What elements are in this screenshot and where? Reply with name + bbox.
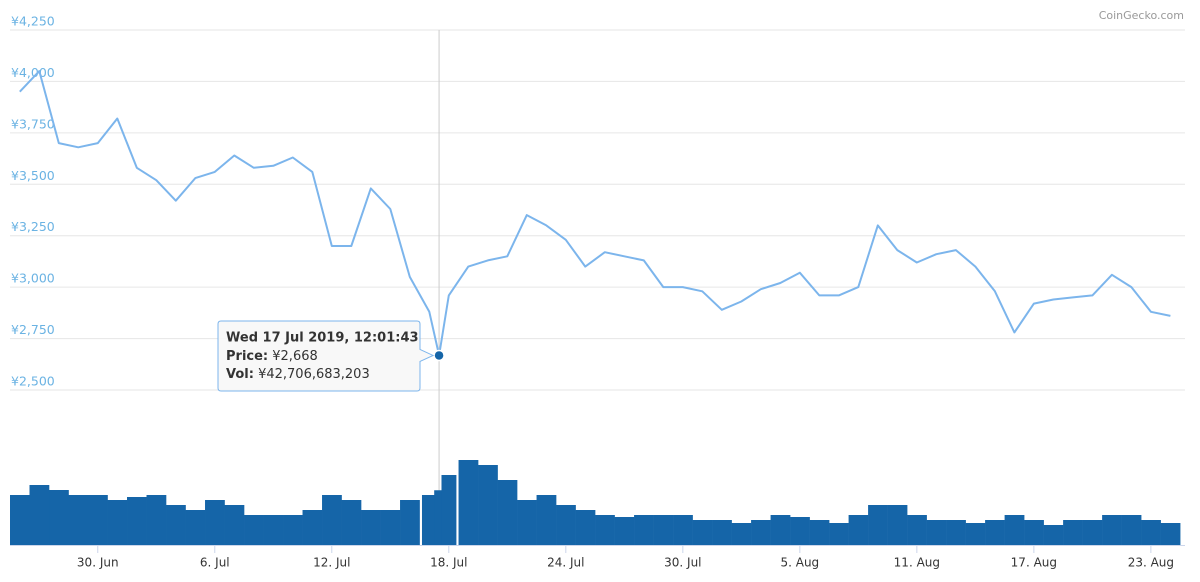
- y-tick-label: ¥3,000: [11, 271, 55, 286]
- volume-bar: [88, 495, 108, 545]
- tooltip-price-value: ¥2,668: [272, 349, 318, 364]
- volume-bar: [10, 495, 30, 545]
- y-tick-label: ¥2,750: [11, 322, 55, 337]
- volume-bar: [575, 510, 596, 545]
- y-tick-label: ¥2,500: [11, 374, 55, 389]
- volume-bar: [751, 520, 771, 545]
- x-tick-label: 12. Jul: [313, 556, 350, 570]
- volume-bar: [712, 520, 732, 545]
- y-tick-label: ¥3,750: [11, 116, 55, 131]
- volume-bar: [380, 510, 401, 545]
- volume-bar: [1160, 523, 1181, 545]
- volume-bar: [653, 515, 674, 545]
- x-tick-label: 24. Jul: [547, 556, 584, 570]
- volume-bar: [68, 495, 89, 545]
- volume-bar: [1121, 515, 1142, 545]
- volume-bar: [848, 515, 869, 545]
- volume-bar: [926, 520, 947, 545]
- volume-bar: [965, 523, 986, 545]
- volume-bar: [946, 520, 966, 545]
- volume-bar: [107, 500, 128, 545]
- tooltip-volume-label: Vol:: [226, 367, 254, 382]
- volume-bar: [441, 475, 457, 545]
- volume-bar: [673, 515, 693, 545]
- volume-bar: [283, 515, 303, 545]
- volume-bar: [1082, 520, 1103, 545]
- y-tick-label: ¥4,250: [11, 14, 55, 29]
- tooltip-price: Price: ¥2,668: [226, 349, 318, 364]
- plot: [19, 70, 1171, 362]
- x-tick-label: 5. Aug: [780, 556, 819, 570]
- grid: ¥2,500 ¥2,750 ¥3,000 ¥3,250 ¥3,500 ¥3,750 ¥4,0…: [10, 14, 1185, 570]
- volume-bar: [263, 515, 284, 545]
- tooltip-box: [217, 320, 435, 392]
- volume-bar: [244, 515, 264, 545]
- credit: CoinGecko.com: [1099, 9, 1184, 22]
- volume-bar: [205, 500, 225, 545]
- volume-bar: [1004, 515, 1025, 545]
- tooltip-date: Wed 17 Jul 2019, 12:01:43: [226, 331, 419, 346]
- x-tick-label: 11. Aug: [894, 556, 940, 570]
- volume-bar: [985, 520, 1005, 545]
- volume-bar: [49, 490, 69, 545]
- x-tick-label: 17. Aug: [1011, 556, 1057, 570]
- volume-bar: [907, 515, 927, 545]
- price-line: [19, 70, 1171, 357]
- volume-bar: [478, 465, 498, 545]
- volume-bar: [517, 500, 537, 545]
- volume-bar: [224, 505, 245, 545]
- volume-bar: [322, 495, 342, 545]
- volume-bar: [1024, 520, 1044, 545]
- y-tick-label: ¥3,500: [11, 168, 55, 183]
- volume-bar: [1063, 520, 1083, 545]
- volume-bar: [1043, 525, 1064, 545]
- volume-bar: [829, 523, 849, 545]
- volume-bar: [361, 510, 381, 545]
- volume-bar: [1141, 520, 1161, 545]
- volume-bar: [302, 510, 323, 545]
- volume-bar: [634, 515, 654, 545]
- volume-bar: [341, 500, 362, 545]
- volume-bar: [536, 495, 557, 545]
- volume-bars: [10, 460, 1181, 545]
- tooltip-volume: Vol: ¥42,706,683,203: [226, 367, 370, 382]
- volume-bar: [556, 505, 576, 545]
- volume-bar: [1102, 515, 1122, 545]
- volume-bar: [166, 505, 186, 545]
- volume-bar: [731, 523, 752, 545]
- hover-point: [433, 349, 445, 362]
- volume-bar: [400, 500, 420, 545]
- tooltip-volume-value: ¥42,706,683,203: [258, 367, 370, 382]
- volume-bar: [770, 515, 791, 545]
- volume-bar: [458, 460, 479, 545]
- volume-bar: [790, 517, 810, 545]
- volume-bar: [868, 505, 888, 545]
- volume-bar: [614, 517, 635, 545]
- x-tick-label: 30. Jul: [664, 556, 701, 570]
- volume-bar: [595, 515, 615, 545]
- volume-bar: [434, 490, 445, 545]
- volume-bar: [29, 485, 50, 545]
- x-tick-label: 6. Jul: [200, 556, 230, 570]
- x-tick-label: 18. Jul: [430, 556, 467, 570]
- volume-bar: [421, 495, 437, 545]
- volume-bar: [809, 520, 830, 545]
- volume-bar: [146, 495, 167, 545]
- volume-bar: [692, 520, 713, 545]
- y-tick-label: ¥4,000: [11, 65, 55, 80]
- volume-bar: [497, 480, 518, 545]
- tooltip-price-label: Price:: [226, 349, 268, 364]
- x-tick-label: 23. Aug: [1128, 556, 1174, 570]
- tooltip: Wed 17 Jul 2019, 12:01:43 Price: ¥2,668 …: [217, 320, 435, 392]
- y-tick-label: ¥3,250: [11, 219, 55, 234]
- volume-bar: [185, 510, 206, 545]
- volume-bar: [127, 497, 147, 545]
- x-tick-label: 30. Jun: [77, 556, 119, 570]
- volume-bar: [887, 505, 908, 545]
